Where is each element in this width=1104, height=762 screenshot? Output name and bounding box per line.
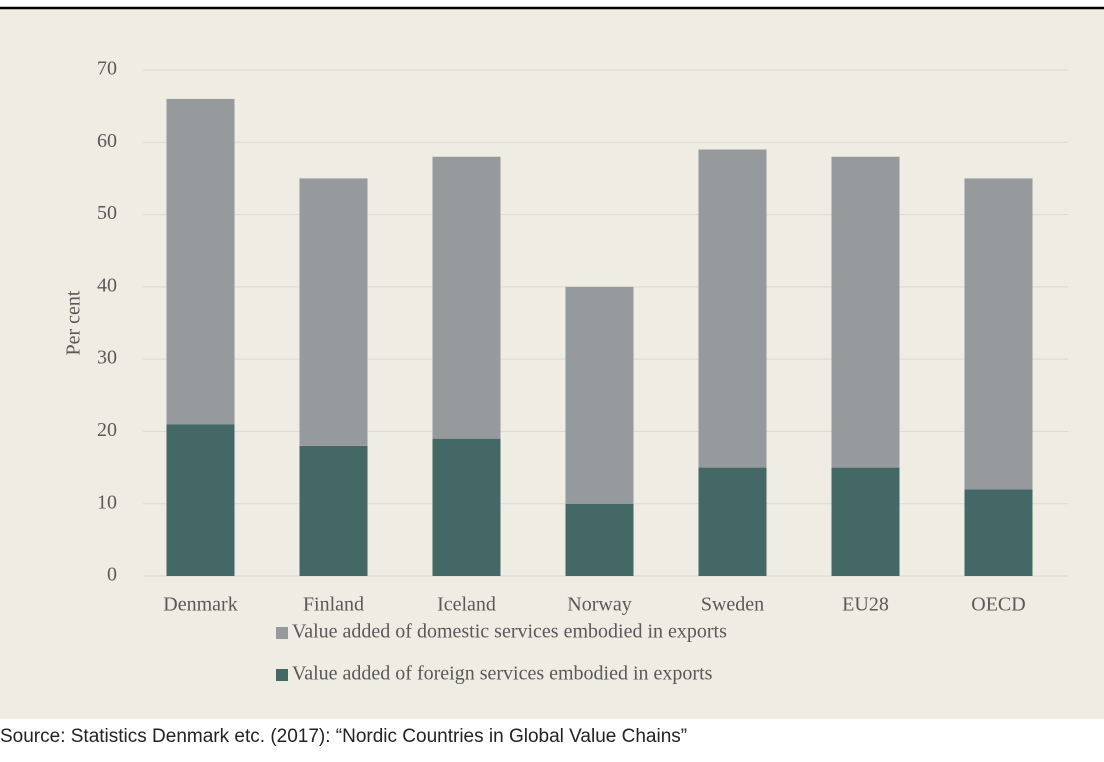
bar-segment [698,149,767,468]
bar-segment [432,438,501,576]
bar-segment [432,156,501,439]
bar-segment [698,467,767,576]
x-tick-label: Sweden [701,594,764,616]
y-tick-label: 10 [97,491,117,513]
y-tick-label: 20 [97,419,117,441]
bar-segment [166,424,235,576]
y-tick-label: 40 [97,274,117,296]
y-tick-label: 70 [97,58,117,80]
x-tick-label: EU28 [842,594,889,616]
legend-label: Value added of foreign services embodied… [292,663,713,685]
bar-segment [565,503,634,576]
x-tick-label: Norway [567,594,631,616]
bar-segment [964,489,1033,576]
x-tick-label: Finland [303,594,364,616]
y-axis-label: Per cent [63,290,85,355]
legend-swatch [276,627,288,639]
y-tick-label: 50 [97,202,117,224]
legend-swatch [276,669,288,681]
bar-segment [964,178,1033,490]
y-tick-label: 30 [97,347,117,369]
bar-segment [831,467,900,576]
x-tick-label: OECD [971,594,1025,616]
bar-segment [299,445,368,576]
x-tick-label: Denmark [163,594,237,616]
y-tick-label: 60 [97,130,117,152]
source-note: Source: Statistics Denmark etc. (2017): … [0,726,687,747]
bar-segment [831,156,900,468]
y-tick-label: 0 [107,564,117,586]
bar-segment [565,286,634,504]
bar-segment [299,178,368,446]
x-tick-label: Iceland [437,594,496,616]
legend-label: Value added of domestic services embodie… [292,621,727,643]
bar-segment [166,98,235,425]
